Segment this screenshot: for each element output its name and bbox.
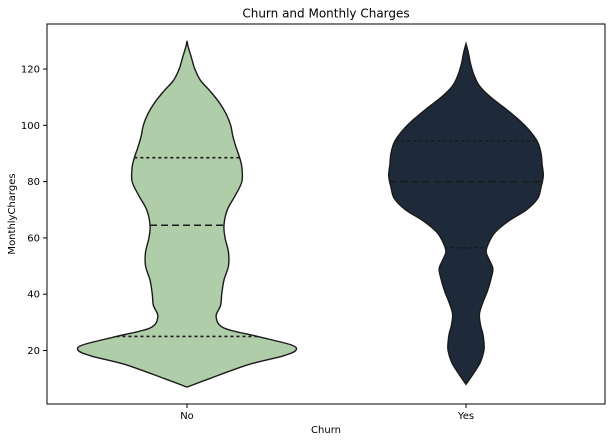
violin-body-yes bbox=[387, 40, 545, 386]
plot-area bbox=[76, 40, 545, 388]
x-axis: No Yes bbox=[180, 404, 474, 422]
y-axis: 20 40 60 80 100 120 bbox=[21, 65, 47, 357]
violin-body-no bbox=[76, 40, 298, 388]
violin-yes bbox=[387, 40, 545, 386]
x-tick-label: No bbox=[180, 411, 194, 422]
y-tick-label: 100 bbox=[21, 121, 40, 132]
y-tick-label: 80 bbox=[27, 177, 40, 188]
y-axis-label: MonthlyCharges bbox=[7, 173, 18, 254]
y-tick-label: 120 bbox=[21, 65, 40, 76]
violin-no bbox=[76, 40, 298, 388]
y-tick-label: 40 bbox=[27, 290, 40, 301]
y-tick-label: 60 bbox=[27, 233, 40, 244]
y-tick-label: 20 bbox=[27, 346, 40, 357]
x-axis-label: Churn bbox=[311, 425, 341, 436]
chart-title: Churn and Monthly Charges bbox=[242, 7, 409, 21]
x-tick-label: Yes bbox=[457, 411, 474, 422]
plot-frame bbox=[46, 23, 606, 405]
